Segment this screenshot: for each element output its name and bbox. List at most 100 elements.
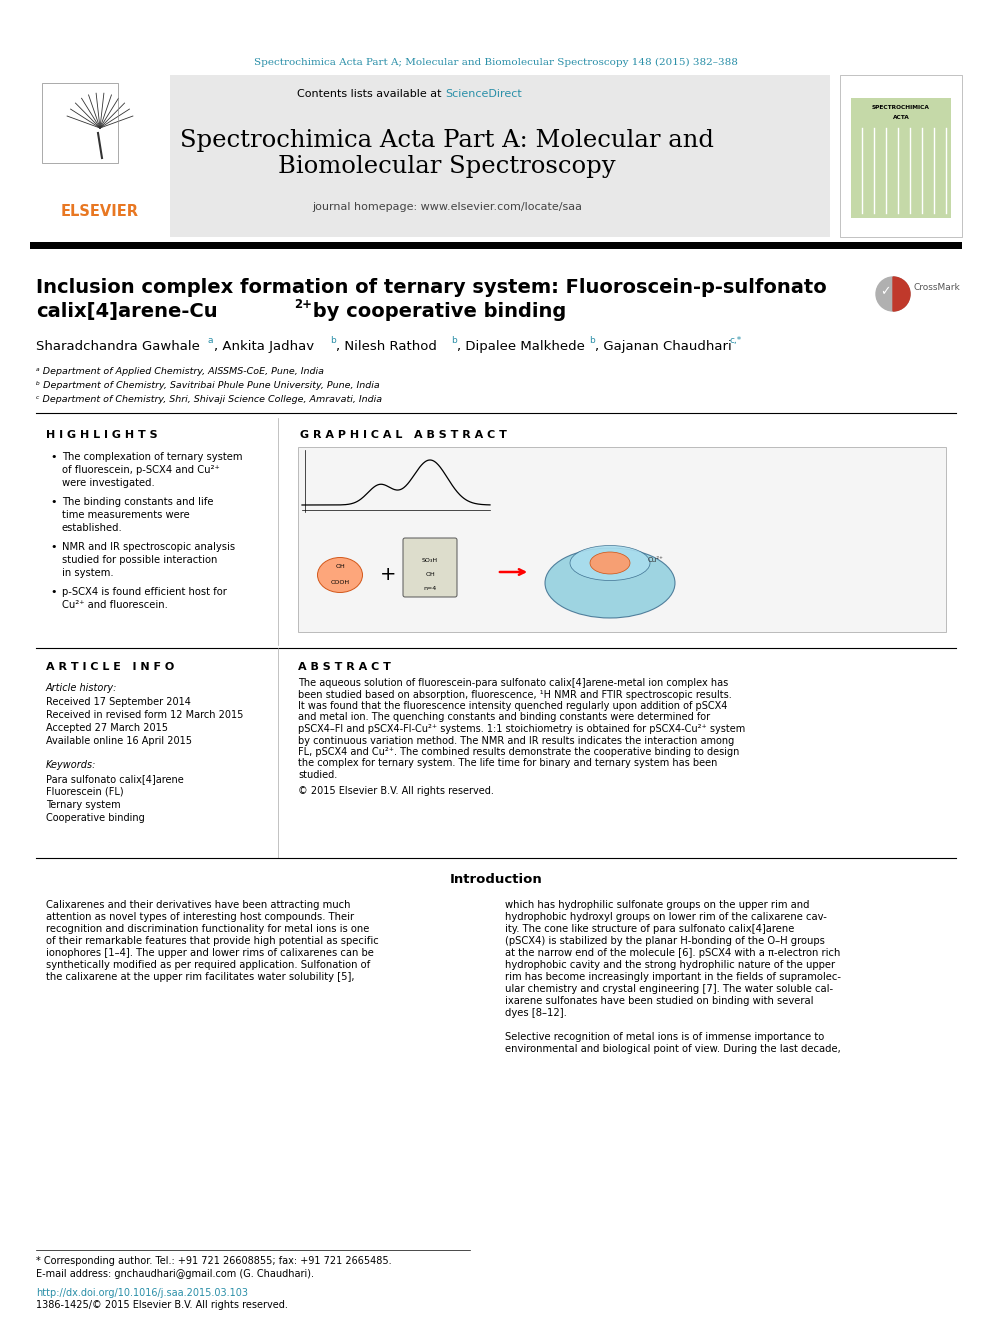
Text: Spectrochimica Acta Part A: Molecular and: Spectrochimica Acta Part A: Molecular an… <box>181 128 714 152</box>
Text: of their remarkable features that provide high potential as specific: of their remarkable features that provid… <box>46 935 379 946</box>
Bar <box>42 83 118 163</box>
Text: by continuous variation method. The NMR and IR results indicates the interaction: by continuous variation method. The NMR … <box>298 736 734 745</box>
FancyBboxPatch shape <box>30 75 170 237</box>
Text: COOH: COOH <box>330 581 349 586</box>
Text: NMR and IR spectroscopic analysis: NMR and IR spectroscopic analysis <box>62 542 235 552</box>
Text: pSCX4–Fl and pSCX4-Fl-Cu²⁺ systems. 1:1 stoichiometry is obtained for pSCX4-Cu²⁺: pSCX4–Fl and pSCX4-Fl-Cu²⁺ systems. 1:1 … <box>298 724 745 734</box>
Text: been studied based on absorption, fluorescence, ¹H NMR and FTIR spectroscopic re: been studied based on absorption, fluore… <box>298 689 732 700</box>
Text: b: b <box>330 336 335 345</box>
Text: of fluorescein, p-SCX4 and Cu²⁺: of fluorescein, p-SCX4 and Cu²⁺ <box>62 464 220 475</box>
Text: SPECTROCHIMICA: SPECTROCHIMICA <box>872 105 930 110</box>
Text: Cu²⁺: Cu²⁺ <box>648 557 664 564</box>
Text: 1386-1425/© 2015 Elsevier B.V. All rights reserved.: 1386-1425/© 2015 Elsevier B.V. All right… <box>36 1301 288 1310</box>
Text: which has hydrophilic sulfonate groups on the upper rim and: which has hydrophilic sulfonate groups o… <box>505 900 809 910</box>
Text: Para sulfonato calix[4]arene: Para sulfonato calix[4]arene <box>46 774 184 785</box>
Text: the complex for ternary system. The life time for binary and ternary system has : the complex for ternary system. The life… <box>298 758 717 769</box>
Text: Introduction: Introduction <box>449 873 543 886</box>
Text: Calixarenes and their derivatives have been attracting much: Calixarenes and their derivatives have b… <box>46 900 350 910</box>
Text: recognition and discrimination functionality for metal ions is one: recognition and discrimination functiona… <box>46 923 369 934</box>
Text: a: a <box>208 336 213 345</box>
Text: established.: established. <box>62 523 123 533</box>
Text: studied.: studied. <box>298 770 337 781</box>
Text: 2+: 2+ <box>294 298 312 311</box>
Text: •: • <box>50 587 57 597</box>
Text: c,*: c,* <box>729 336 741 345</box>
Text: ✓: ✓ <box>880 286 890 299</box>
Text: (pSCX4) is stabilized by the planar H-bonding of the O–H groups: (pSCX4) is stabilized by the planar H-bo… <box>505 935 825 946</box>
Text: OH: OH <box>335 565 345 569</box>
Text: The binding constants and life: The binding constants and life <box>62 497 213 507</box>
Text: ELSEVIER: ELSEVIER <box>61 205 139 220</box>
FancyBboxPatch shape <box>298 447 946 632</box>
Text: CrossMark: CrossMark <box>913 283 959 292</box>
Text: synthetically modified as per required application. Sulfonation of: synthetically modified as per required a… <box>46 960 370 970</box>
Text: E-mail address: gnchaudhari@gmail.com (G. Chaudhari).: E-mail address: gnchaudhari@gmail.com (G… <box>36 1269 314 1279</box>
Text: at the narrow end of the molecule [6]. pSCX4 with a π-electron rich: at the narrow end of the molecule [6]. p… <box>505 949 840 958</box>
Text: •: • <box>50 452 57 462</box>
Text: and metal ion. The quenching constants and binding constants were determined for: and metal ion. The quenching constants a… <box>298 713 710 722</box>
Text: ionophores [1–4]. The upper and lower rims of calixarenes can be: ionophores [1–4]. The upper and lower ri… <box>46 949 374 958</box>
Text: ular chemistry and crystal engineering [7]. The water soluble cal-: ular chemistry and crystal engineering [… <box>505 984 833 994</box>
Text: OH: OH <box>426 573 434 578</box>
Text: the calixarene at the upper rim facilitates water solubility [5],: the calixarene at the upper rim facilita… <box>46 972 354 982</box>
Text: ᶜ Department of Chemistry, Shri, Shivaji Science College, Amravati, India: ᶜ Department of Chemistry, Shri, Shivaji… <box>36 396 382 404</box>
Text: The complexation of ternary system: The complexation of ternary system <box>62 452 242 462</box>
Text: b: b <box>451 336 456 345</box>
Text: , Ankita Jadhav: , Ankita Jadhav <box>214 340 314 353</box>
Circle shape <box>876 277 910 311</box>
Text: time measurements were: time measurements were <box>62 509 189 520</box>
Text: were investigated.: were investigated. <box>62 478 155 488</box>
Text: Fluorescein (FL): Fluorescein (FL) <box>46 787 124 796</box>
Text: © 2015 Elsevier B.V. All rights reserved.: © 2015 Elsevier B.V. All rights reserved… <box>298 786 494 795</box>
Text: Keywords:: Keywords: <box>46 759 96 770</box>
Text: hydrophobic hydroxyl groups on lower rim of the calixarene cav-: hydrophobic hydroxyl groups on lower rim… <box>505 912 827 922</box>
Text: dyes [8–12].: dyes [8–12]. <box>505 1008 566 1017</box>
Text: p-SCX4 is found efficient host for: p-SCX4 is found efficient host for <box>62 587 227 597</box>
Text: Article history:: Article history: <box>46 683 117 693</box>
Text: journal homepage: www.elsevier.com/locate/saa: journal homepage: www.elsevier.com/locat… <box>312 202 582 212</box>
Text: , Dipalee Malkhede: , Dipalee Malkhede <box>457 340 585 353</box>
Ellipse shape <box>317 557 362 593</box>
Text: ity. The cone like structure of para sulfonato calix[4]arene: ity. The cone like structure of para sul… <box>505 923 795 934</box>
Text: SO₃H: SO₃H <box>422 557 438 562</box>
Text: attention as novel types of interesting host compounds. Their: attention as novel types of interesting … <box>46 912 354 922</box>
Text: A R T I C L E   I N F O: A R T I C L E I N F O <box>46 662 175 672</box>
Text: Contents lists available at: Contents lists available at <box>297 89 445 99</box>
FancyBboxPatch shape <box>30 75 830 237</box>
Ellipse shape <box>545 548 675 618</box>
Text: Inclusion complex formation of ternary system: Fluoroscein-p-sulfonato: Inclusion complex formation of ternary s… <box>36 278 826 296</box>
Text: * Corresponding author. Tel.: +91 721 26608855; fax: +91 721 2665485.: * Corresponding author. Tel.: +91 721 26… <box>36 1256 392 1266</box>
Text: ACTA: ACTA <box>893 115 910 120</box>
Text: Received in revised form 12 March 2015: Received in revised form 12 March 2015 <box>46 710 243 720</box>
Text: rim has become increasingly important in the fields of supramolec-: rim has become increasingly important in… <box>505 972 841 982</box>
Text: Spectrochimica Acta Part A; Molecular and Biomolecular Spectroscopy 148 (2015) 3: Spectrochimica Acta Part A; Molecular an… <box>254 57 738 66</box>
Text: hydrophobic cavity and the strong hydrophilic nature of the upper: hydrophobic cavity and the strong hydrop… <box>505 960 835 970</box>
Text: environmental and biological point of view. During the last decade,: environmental and biological point of vi… <box>505 1044 841 1054</box>
Text: Received 17 September 2014: Received 17 September 2014 <box>46 697 190 706</box>
Text: studied for possible interaction: studied for possible interaction <box>62 556 217 565</box>
Text: G R A P H I C A L   A B S T R A C T: G R A P H I C A L A B S T R A C T <box>300 430 507 441</box>
Text: •: • <box>50 542 57 552</box>
Text: A B S T R A C T: A B S T R A C T <box>298 662 391 672</box>
Text: Biomolecular Spectroscopy: Biomolecular Spectroscopy <box>278 156 616 179</box>
Text: in system.: in system. <box>62 568 114 578</box>
Text: b: b <box>589 336 595 345</box>
Text: It was found that the fluorescence intensity quenched regularly upon addition of: It was found that the fluorescence inten… <box>298 701 727 710</box>
Text: Accepted 27 March 2015: Accepted 27 March 2015 <box>46 722 168 733</box>
Wedge shape <box>893 277 910 311</box>
Text: +: + <box>380 565 396 585</box>
Text: Sharadchandra Gawhale: Sharadchandra Gawhale <box>36 340 199 353</box>
Text: H I G H L I G H T S: H I G H L I G H T S <box>46 430 158 441</box>
Text: Cooperative binding: Cooperative binding <box>46 814 145 823</box>
Text: , Nilesh Rathod: , Nilesh Rathod <box>336 340 436 353</box>
Text: ScienceDirect: ScienceDirect <box>445 89 522 99</box>
Text: ᵇ Department of Chemistry, Savitribai Phule Pune University, Pune, India: ᵇ Department of Chemistry, Savitribai Ph… <box>36 381 380 390</box>
Text: Cu²⁺ and fluorescein.: Cu²⁺ and fluorescein. <box>62 601 168 610</box>
Ellipse shape <box>570 545 650 581</box>
Text: , Gajanan Chaudhari: , Gajanan Chaudhari <box>595 340 732 353</box>
FancyBboxPatch shape <box>851 98 951 218</box>
Bar <box>30 242 962 249</box>
Text: FL, pSCX4 and Cu²⁺. The combined results demonstrate the cooperative binding to : FL, pSCX4 and Cu²⁺. The combined results… <box>298 747 739 757</box>
Text: ixarene sulfonates have been studied on binding with several: ixarene sulfonates have been studied on … <box>505 996 813 1005</box>
FancyBboxPatch shape <box>840 75 962 237</box>
